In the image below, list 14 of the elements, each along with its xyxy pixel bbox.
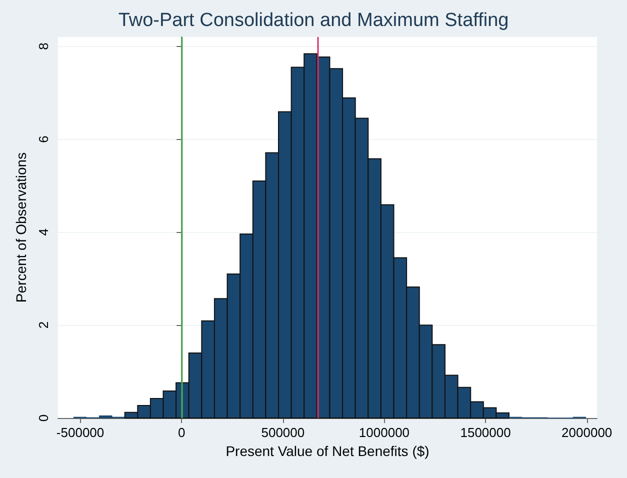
x-tick-label: 0 — [178, 425, 186, 440]
y-tick-label: 4 — [36, 228, 51, 236]
chart-title: Two-Part Consolidation and Maximum Staffing — [118, 10, 509, 31]
x-tick-label: 1000000 — [358, 425, 410, 440]
y-tick-label: 6 — [36, 136, 51, 143]
y-tick-label: 0 — [36, 414, 51, 422]
x-axis-title: Present Value of Net Benefits ($) — [226, 443, 430, 459]
x-tick-label: 1500000 — [460, 425, 511, 440]
y-tick-label: 2 — [36, 321, 51, 329]
y-axis-title: Percent of Observations — [13, 152, 29, 303]
x-tick-label: 2000000 — [562, 425, 612, 440]
x-tick-label: 500000 — [261, 425, 305, 440]
y-tick-label: 8 — [36, 42, 51, 50]
x-tick-label: -500000 — [56, 425, 104, 440]
